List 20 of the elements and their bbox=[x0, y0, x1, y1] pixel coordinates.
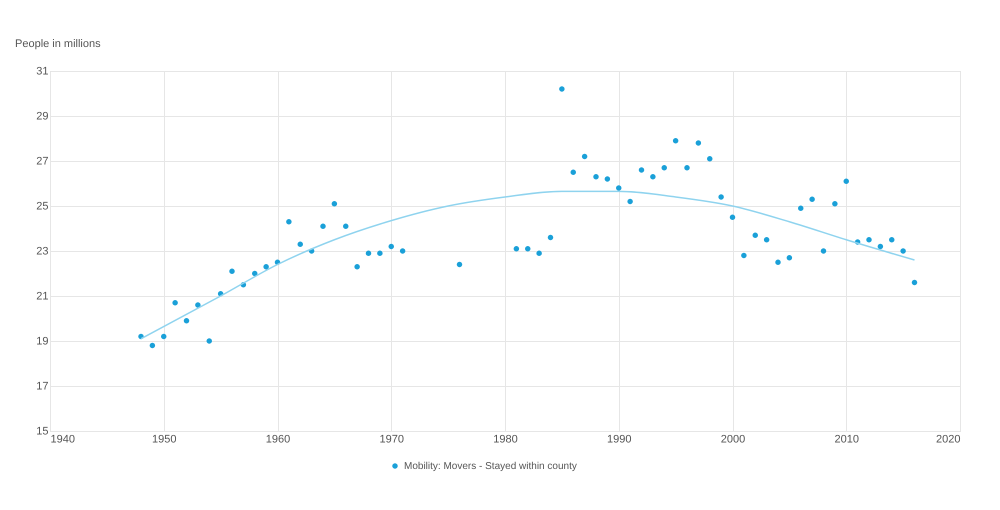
x-tick-label: 2010 bbox=[834, 434, 859, 446]
y-tick-label: 23 bbox=[36, 246, 48, 258]
x-tick-label: 2000 bbox=[720, 434, 746, 446]
x-tick-label: 1970 bbox=[380, 434, 404, 446]
x-tick-label: 1960 bbox=[266, 434, 290, 446]
y-tick-label: 25 bbox=[36, 200, 48, 212]
x-tick-label: 1980 bbox=[493, 434, 518, 446]
legend-label: Mobility: Movers - Stayed within county bbox=[404, 461, 577, 472]
y-axis-title: People in millions bbox=[15, 38, 102, 50]
x-tick-label: 1950 bbox=[152, 434, 176, 446]
y-tick-label: 27 bbox=[36, 156, 48, 168]
x-tick-label: 1990 bbox=[607, 434, 632, 446]
y-tick-label: 21 bbox=[36, 290, 48, 302]
x-tick-label: 2020 bbox=[936, 434, 960, 446]
y-tick-label: 15 bbox=[36, 426, 48, 438]
y-tick-label: 17 bbox=[36, 380, 48, 392]
y-tick-label: 31 bbox=[36, 66, 48, 78]
y-tick-label: 19 bbox=[36, 336, 48, 348]
x-tick-label: 1940 bbox=[50, 434, 75, 446]
y-tick-label: 29 bbox=[36, 110, 48, 122]
